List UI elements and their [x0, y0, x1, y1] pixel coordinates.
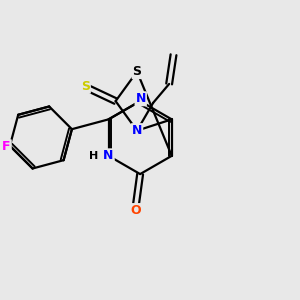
Text: N: N [103, 149, 114, 162]
Text: S: S [133, 65, 142, 78]
Text: O: O [130, 204, 141, 217]
Text: F: F [2, 140, 11, 153]
Text: S: S [81, 80, 90, 93]
Text: N: N [132, 124, 142, 137]
Text: N: N [136, 92, 146, 105]
Text: H: H [89, 151, 98, 161]
